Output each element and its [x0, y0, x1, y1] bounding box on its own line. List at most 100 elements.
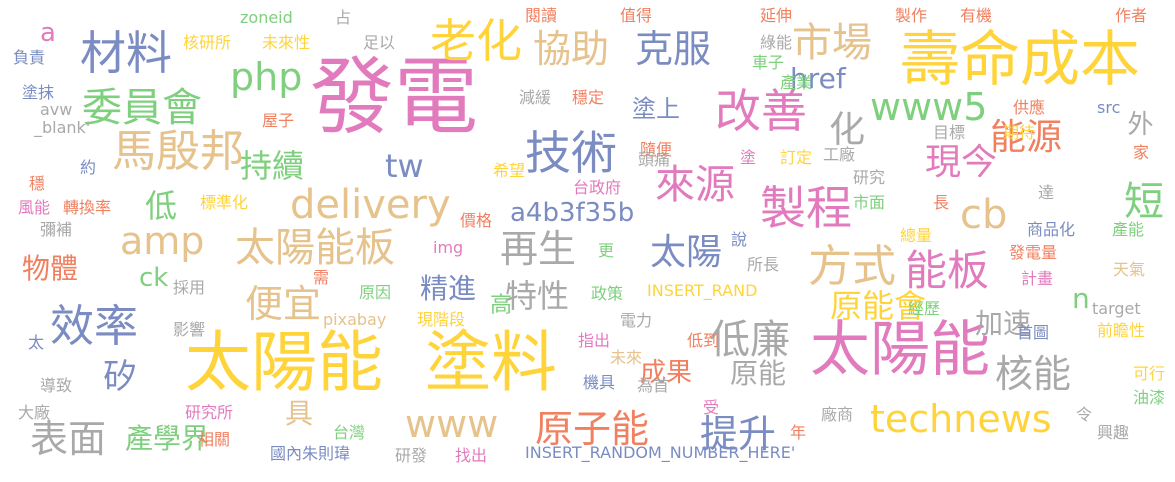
cloud-word: 期待	[1003, 123, 1036, 142]
cloud-word: 令	[1076, 405, 1093, 424]
cloud-word: 現階段	[417, 310, 466, 329]
cloud-word: 家	[1133, 143, 1150, 162]
cloud-word: 希望	[493, 161, 526, 180]
cloud-word: pixabay	[323, 310, 387, 329]
cloud-word: 找出	[455, 446, 488, 465]
cloud-word: 價格	[460, 211, 493, 230]
cloud-word: href	[790, 62, 846, 95]
cloud-word: 加速	[975, 307, 1032, 340]
cloud-word: 首圖	[1017, 323, 1050, 342]
cloud-word: 製作	[895, 6, 928, 25]
cloud-word: 原子能	[535, 407, 650, 451]
cloud-word: 馬殷邦	[112, 126, 244, 177]
cloud-word: n	[1072, 282, 1090, 315]
cloud-word: 作者	[1115, 6, 1148, 25]
cloud-word: 來源	[655, 162, 735, 208]
cloud-word: 工廠	[823, 145, 856, 164]
cloud-word: 更	[598, 241, 615, 260]
cloud-word: 採用	[173, 278, 206, 297]
cloud-word: 核能	[995, 352, 1072, 396]
cloud-word: 產能	[1112, 220, 1145, 239]
cloud-word: 便宜	[245, 282, 322, 326]
cloud-word: 影響	[173, 320, 206, 339]
cloud-word: 塗	[740, 148, 757, 167]
cloud-word: 方式	[808, 241, 896, 292]
cloud-word: a	[40, 18, 56, 48]
cloud-word: 產學界	[125, 422, 210, 455]
cloud-word: 訂定	[780, 148, 813, 167]
cloud-word: 總量	[900, 226, 933, 245]
cloud-word: 減緩	[519, 88, 552, 107]
cloud-word: 原因	[359, 283, 392, 302]
cloud-word: zoneid	[240, 8, 293, 27]
cloud-word: avw	[40, 100, 73, 119]
cloud-word: 屋子	[262, 111, 295, 130]
cloud-word: 協助	[533, 27, 610, 71]
cloud-word: 產業	[780, 73, 813, 92]
cloud-word: 短	[1117, 180, 1163, 220]
cloud-word: www5	[870, 85, 988, 129]
cloud-word: 前瞻性	[1097, 321, 1146, 340]
cloud-word: 需	[313, 268, 330, 287]
cloud-word: 具	[285, 397, 314, 430]
cloud-word: 穩	[29, 174, 46, 193]
cloud-word: 經歷	[908, 299, 941, 318]
cloud-word: 研發	[395, 446, 428, 465]
cloud-word: 委員會	[82, 85, 202, 131]
cloud-word: 特性	[505, 277, 570, 315]
cloud-word: php	[230, 55, 303, 99]
cloud-word: 高	[490, 293, 513, 318]
cloud-word: 現今	[925, 142, 998, 183]
cloud-word: 太	[28, 333, 45, 352]
cloud-word: 轉換率	[63, 198, 112, 217]
cloud-word: 有機	[960, 6, 993, 25]
cloud-word: 相關	[198, 430, 231, 449]
cloud-word: 外	[1123, 110, 1153, 136]
cloud-word: INSERT_RANDOM_NUMBER_HERE'	[525, 443, 796, 462]
cloud-word: 商品化	[1027, 220, 1076, 239]
cloud-word: 提升	[700, 412, 777, 456]
cloud-word: 政策	[591, 284, 624, 303]
cloud-word: 風能	[18, 198, 51, 217]
cloud-word: 製程	[760, 181, 852, 235]
cloud-word: 車子	[752, 53, 785, 72]
cloud-word: 矽	[103, 357, 137, 397]
cloud-word: 台灣	[333, 423, 366, 442]
cloud-word: 成本	[1020, 25, 1140, 95]
cloud-word: 效率	[50, 301, 138, 352]
cloud-word: 計畫	[1021, 269, 1054, 288]
cloud-word: tw	[385, 147, 424, 185]
cloud-word: 達	[1038, 183, 1055, 202]
cloud-word: 為首	[637, 376, 670, 395]
cloud-word: 塗上	[632, 95, 680, 123]
cloud-word: 核研所	[183, 33, 232, 52]
cloud-word: 原能	[730, 357, 787, 390]
cloud-word: 天氣	[1113, 260, 1146, 279]
cloud-word: 供應	[1013, 98, 1046, 117]
cloud-word: 油漆	[1133, 388, 1166, 407]
cloud-word: 技術	[525, 126, 617, 180]
cloud-word: 興趣	[1097, 423, 1130, 442]
cloud-word: INSERT_RAND	[647, 281, 758, 300]
cloud-word: 化	[823, 110, 864, 146]
cloud-word: 塗抹	[22, 83, 55, 102]
cloud-word: amp	[120, 219, 205, 263]
cloud-word: 太陽	[650, 232, 723, 273]
cloud-word: 研究所	[185, 403, 234, 422]
cloud-word: 目標	[933, 123, 966, 142]
cloud-word: 改善	[715, 84, 807, 138]
cloud-word: 長	[933, 193, 950, 212]
cloud-word: 太陽能	[185, 324, 383, 401]
cloud-word: 再生	[500, 227, 577, 271]
cloud-word: 太陽能板	[235, 225, 395, 271]
cloud-word: 台政府	[573, 178, 622, 197]
cloud-word: 壽命	[900, 25, 1020, 95]
cloud-word: 材料	[80, 26, 172, 80]
cloud-word: 大廠	[18, 403, 51, 422]
cloud-word: 能板	[905, 246, 990, 295]
cloud-word: www	[405, 402, 499, 446]
cloud-word: ck	[139, 263, 169, 293]
cloud-word: 穩定	[572, 88, 605, 107]
cloud-word: img	[433, 238, 464, 257]
